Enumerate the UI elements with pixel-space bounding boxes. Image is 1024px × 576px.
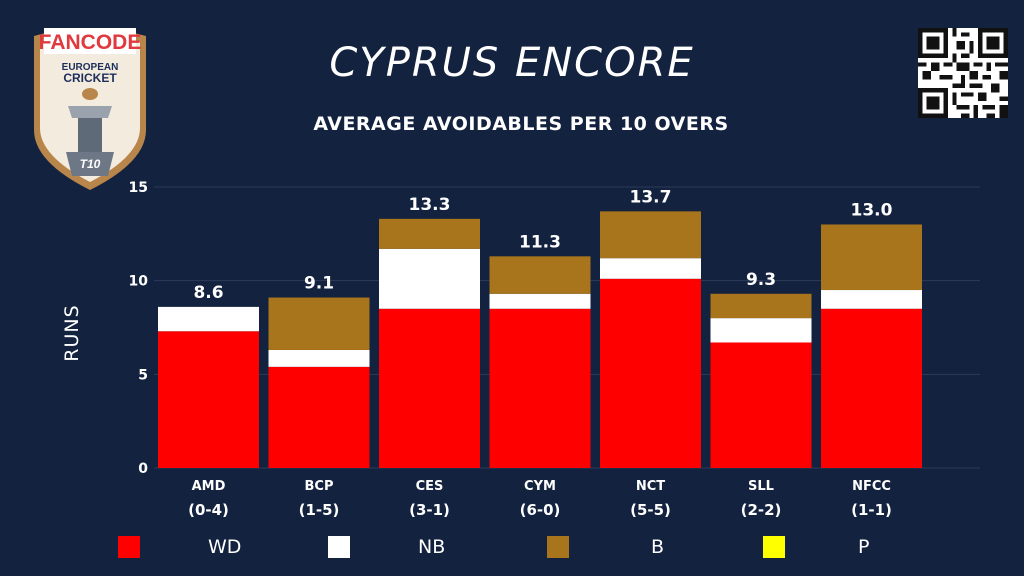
legend-label-p: P [858,536,870,558]
x-tick-label-amd: AMD [192,479,226,494]
chart-legend: WD NB B P [118,534,918,564]
x-tick-label-sll: SLL [748,479,774,494]
record-label-bcp: (1-5) [299,501,340,519]
bar-wd-sll [710,342,812,468]
record-label-nfcc: (1-1) [851,501,892,519]
bar-wd-ces [379,308,480,468]
legend-swatch-p [763,536,785,558]
record-label-nct: (5-5) [630,501,671,519]
y-tick-label: 15 [129,180,148,196]
legend-label-nb: NB [418,536,446,558]
qr-code-icon [918,28,1008,118]
bar-nb-cym [489,293,591,309]
bar-b-nfcc [821,224,922,291]
legend-swatch-wd [118,536,140,558]
bar-wd-nct [600,278,701,468]
data-label-sll: 9.3 [746,270,776,290]
logo-line2: CRICKET [63,71,117,85]
x-tick-label-bcp: BCP [305,479,334,494]
x-tick-label-ces: CES [416,479,444,494]
fancode-european-cricket-logo: FANCODE EUROPEAN CRICKET T10 [34,28,146,190]
data-label-nct: 13.7 [630,187,672,207]
record-label-cym: (6-0) [520,501,561,519]
record-label-ces: (3-1) [409,501,450,519]
logo-badge: T10 [80,157,101,171]
chart-subtitle: AVERAGE AVOIDABLES PER 10 OVERS [313,113,729,135]
x-tick-label-nct: NCT [636,479,665,494]
data-label-bcp: 9.1 [304,274,334,294]
y-tick-label: 10 [129,274,149,290]
bar-b-cym [489,256,591,294]
bar-b-nct [600,211,701,259]
bar-wd-nfcc [821,308,922,468]
x-tick-label-nfcc: NFCC [852,479,891,494]
logo-line1: EUROPEAN [62,62,119,73]
y-axis-label: RUNS [61,304,83,361]
bar-wd-bcp [268,366,370,468]
bar-b-sll [710,293,812,319]
data-label-ces: 13.3 [409,195,451,215]
y-tick-label: 0 [138,461,148,477]
bar-nb-ces [379,248,480,309]
logo-brand: FANCODE [39,31,142,54]
bar-nb-amd [158,306,259,332]
legend-swatch-nb [328,536,350,558]
bar-nb-nct [600,258,701,279]
chart-title: CYPRUS ENCORE [329,40,695,86]
data-label-amd: 8.6 [193,283,223,303]
bar-nb-sll [710,318,812,343]
bar-b-ces [379,218,480,249]
bar-nb-bcp [268,349,370,367]
legend-swatch-b [547,536,569,558]
bar-wd-cym [489,308,591,468]
bar-nb-nfcc [821,290,922,309]
record-label-sll: (2-2) [741,501,782,519]
data-label-nfcc: 13.0 [851,200,893,220]
x-tick-label-cym: CYM [524,479,556,494]
legend-label-wd: WD [208,536,242,558]
bar-b-bcp [268,297,370,350]
bar-wd-amd [158,331,259,468]
data-label-cym: 11.3 [519,232,561,252]
record-label-amd: (0-4) [188,501,229,519]
y-tick-label: 5 [138,367,148,383]
legend-label-b: B [651,536,665,558]
